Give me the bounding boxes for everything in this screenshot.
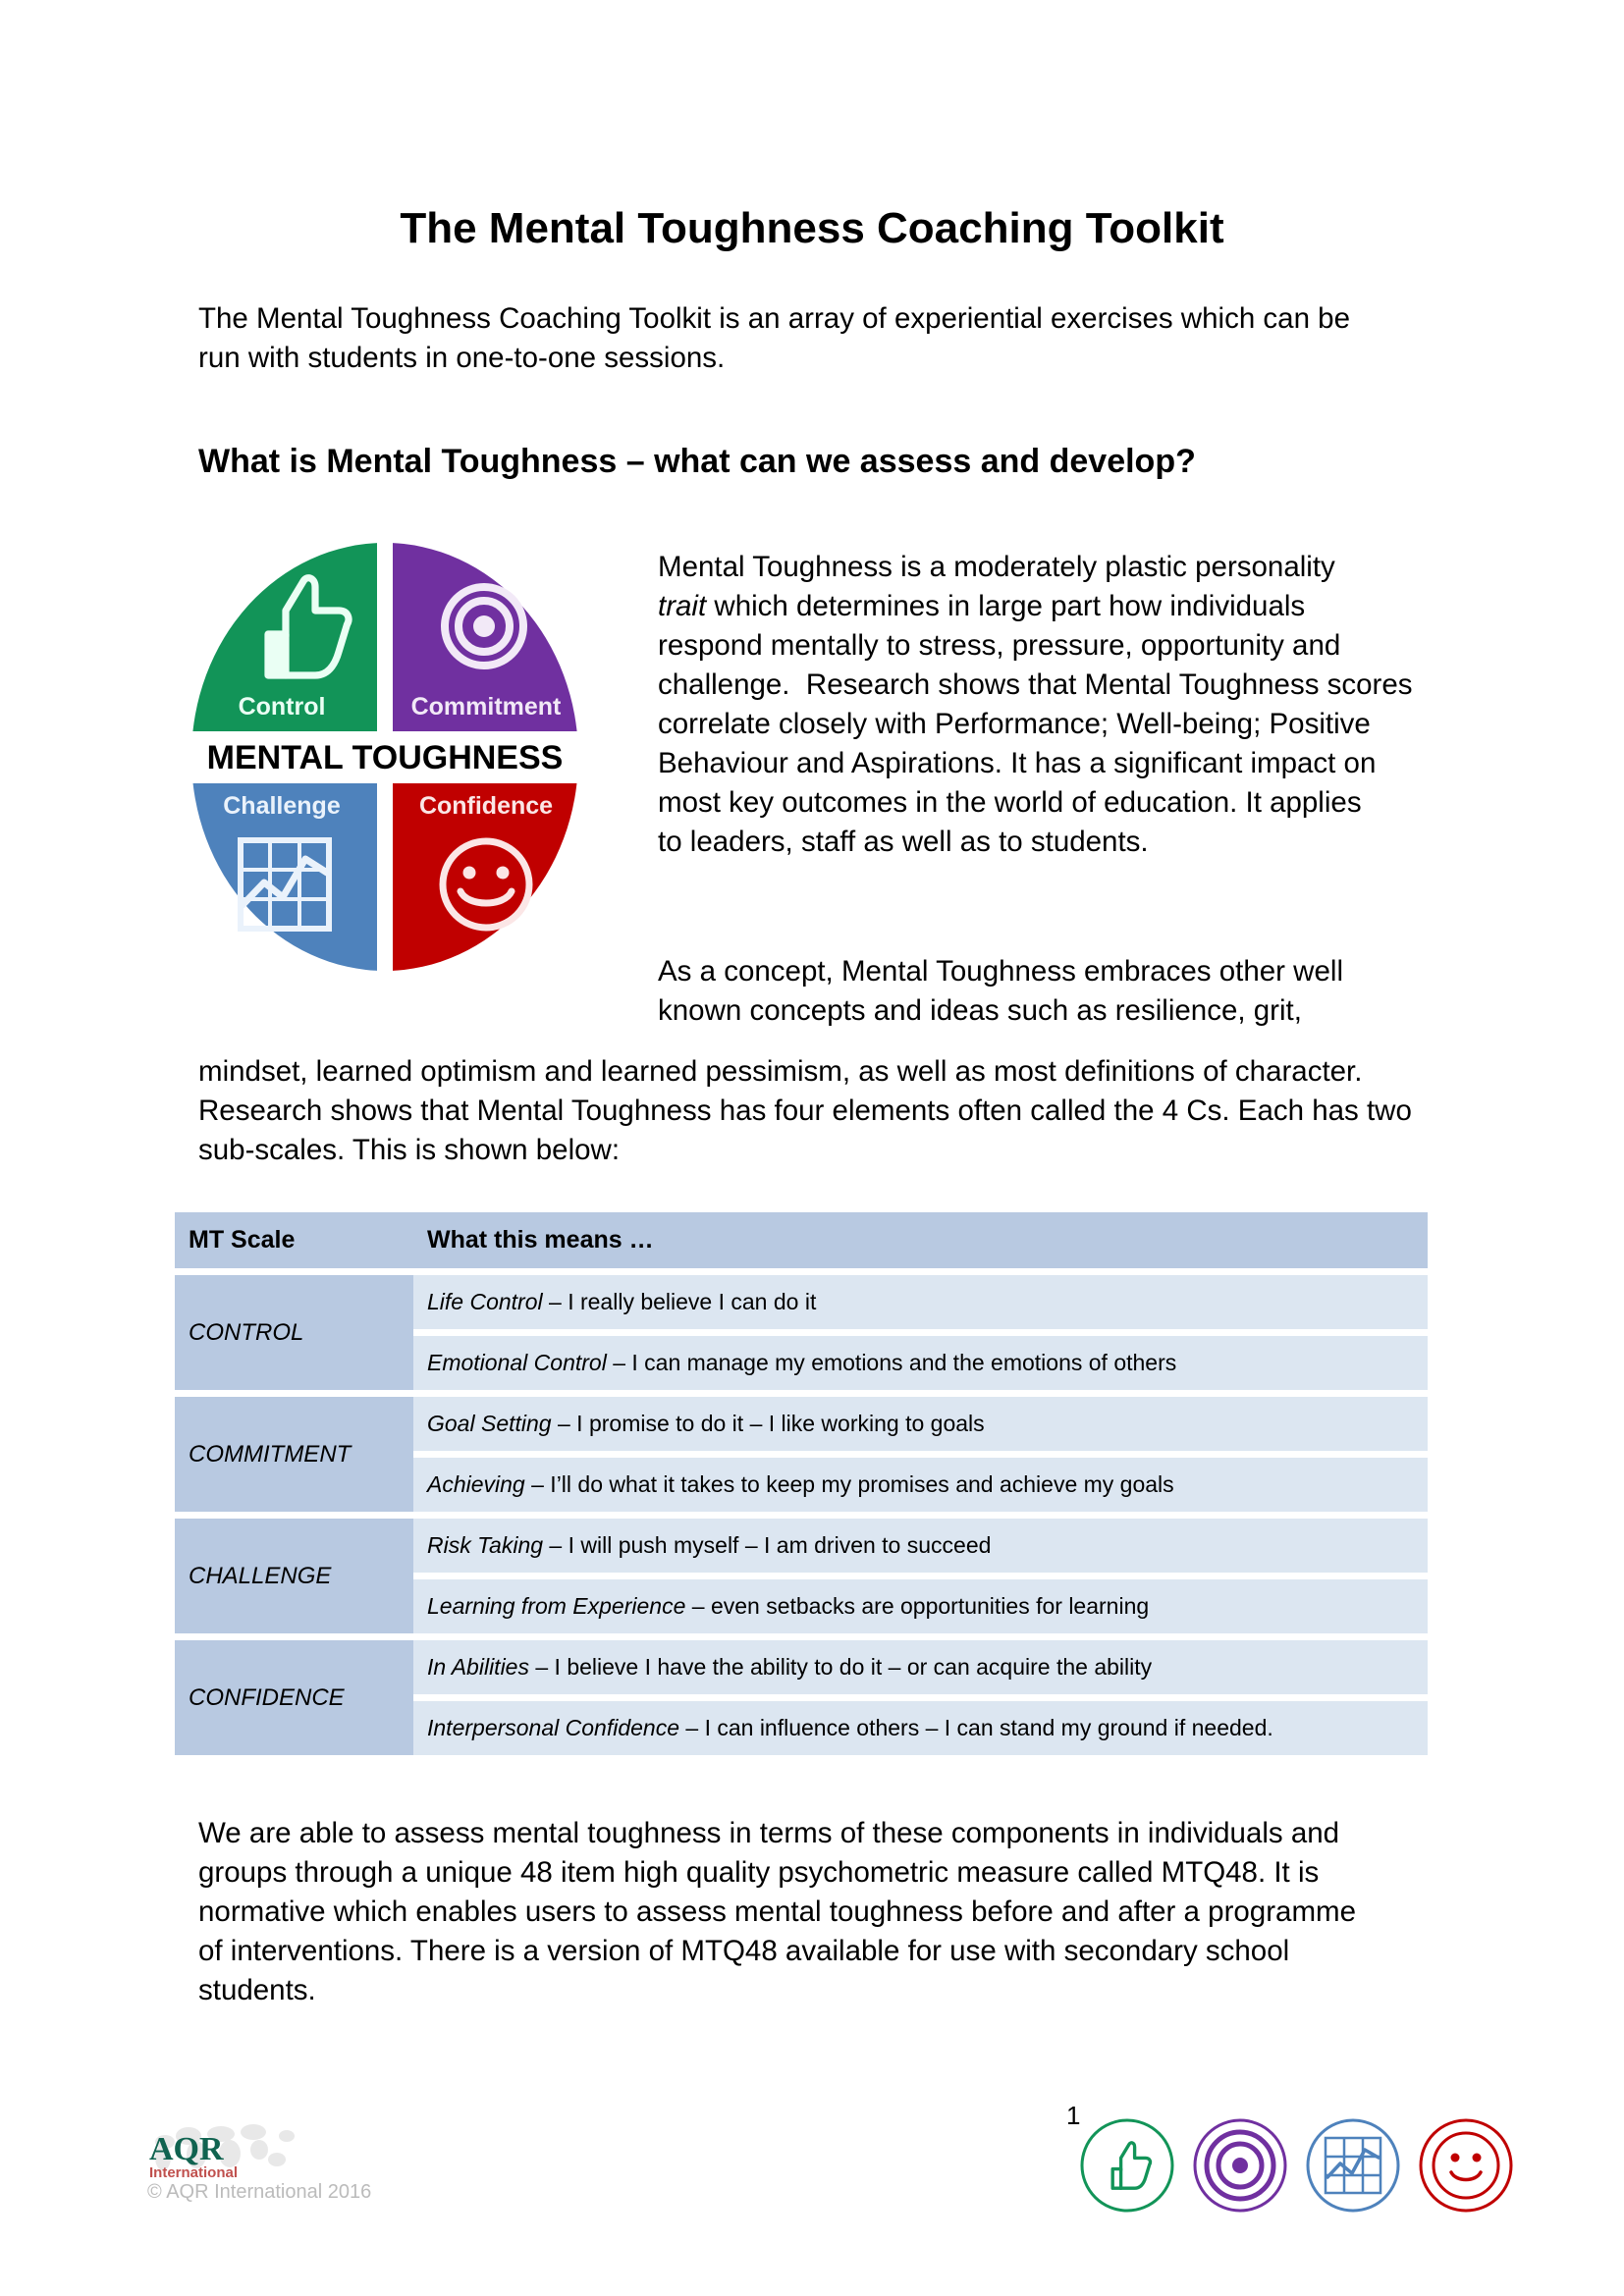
svg-text:Challenge: Challenge xyxy=(223,792,341,820)
svg-text:Confidence: Confidence xyxy=(419,792,553,820)
svg-text:Control: Control xyxy=(239,693,326,721)
svg-text:Commitment: Commitment xyxy=(411,693,562,721)
svg-text:AQR: AQR xyxy=(149,2131,224,2167)
svg-text:MENTAL TOUGHNESS: MENTAL TOUGHNESS xyxy=(207,739,564,776)
svg-text:International: International xyxy=(149,2164,238,2181)
